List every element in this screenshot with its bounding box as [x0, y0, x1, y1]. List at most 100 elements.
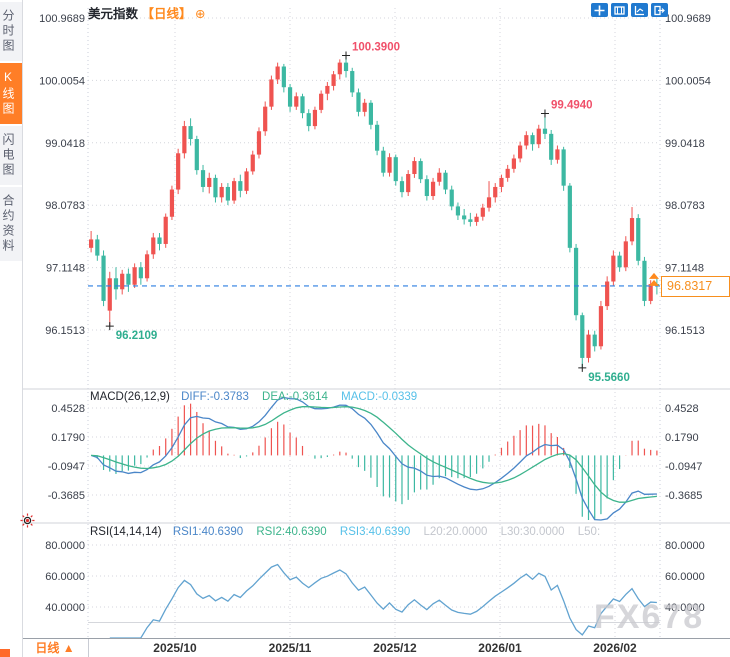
candle-body	[275, 66, 280, 80]
candle-body	[101, 255, 106, 301]
candle-body	[337, 62, 342, 75]
candle-body	[126, 273, 131, 285]
axis-label: 96.1513	[45, 325, 85, 337]
candle-body	[474, 216, 479, 222]
axis-label: 98.0783	[665, 200, 705, 212]
candle-body	[573, 247, 579, 316]
candle-body	[238, 181, 243, 191]
candle-body	[107, 278, 112, 311]
period-selector[interactable]: 日线 ▲	[22, 639, 89, 657]
candle-body	[381, 150, 386, 173]
candle-body	[443, 172, 448, 190]
candle-body	[263, 106, 268, 132]
candle-body	[592, 334, 597, 347]
candle-body	[194, 139, 199, 171]
candle-body	[511, 158, 516, 169]
axis-label: 98.0783	[45, 200, 85, 212]
axis-label: 0.1790	[51, 432, 85, 444]
candle-body	[306, 113, 311, 127]
x-axis-month-label: 2025/12	[373, 641, 417, 655]
candle-body	[294, 96, 299, 107]
trend-axis-icon[interactable]	[631, 3, 648, 17]
candle-body	[480, 207, 485, 217]
candle-body	[586, 334, 591, 358]
rsi-header: RSI(14,14,14) RSI1:40.6390 RSI2:40.6390 …	[90, 526, 600, 538]
last-price-box: 96.8317	[661, 276, 730, 297]
candle-body	[499, 177, 504, 187]
candle-body	[200, 170, 206, 187]
axis-label: 99.0418	[665, 138, 705, 150]
chart-title: 美元指数 【日线】 ⊕	[88, 3, 205, 22]
candle-body	[207, 177, 212, 187]
candle-body	[636, 218, 641, 261]
candle-body	[536, 128, 541, 145]
axis-label: 100.9689	[39, 13, 85, 25]
candle-body	[138, 267, 143, 279]
rsi2-value: RSI2:40.6390	[256, 526, 327, 538]
candle-body	[325, 85, 330, 94]
candle-body	[387, 157, 392, 173]
axis-label: 0.4528	[51, 403, 85, 415]
macd-dea-line	[91, 405, 657, 503]
extreme-cross-marker	[105, 322, 114, 331]
candle-body	[213, 177, 218, 198]
expand-icon[interactable]: ⊕	[195, 7, 206, 21]
sidebar-tab-3[interactable]: 合约资料	[0, 187, 22, 261]
candle-body	[350, 71, 355, 93]
sidebar-tab-2[interactable]: 闪电图	[0, 126, 22, 185]
axis-label: 96.1513	[665, 325, 705, 337]
sidebar-tab-0[interactable]: 分时图	[0, 2, 22, 61]
candle-body	[462, 215, 467, 220]
rsi-l50-value: L50:	[577, 526, 601, 538]
candle-body	[375, 124, 380, 151]
axis-label: 60.0000	[45, 571, 85, 583]
rsi1-value: RSI1:40.6390	[172, 526, 244, 538]
extreme-cross-marker	[540, 109, 549, 118]
candle-body	[244, 171, 249, 191]
candle-body	[505, 168, 510, 178]
candle-body	[312, 109, 318, 127]
extreme-price-label: 95.5660	[588, 372, 630, 384]
corner-accent	[0, 649, 10, 657]
extreme-cross-marker	[342, 51, 351, 60]
sidebar-tab-1[interactable]: K线图	[0, 63, 22, 124]
candle-body	[232, 181, 237, 201]
candle-body	[642, 260, 647, 301]
candle-body	[169, 189, 175, 217]
candle-body	[549, 133, 554, 160]
candle-body	[157, 237, 162, 244]
candle-body	[567, 185, 572, 248]
macd-name: MACD(26,12,9)	[90, 391, 170, 403]
axis-label: -0.0947	[48, 461, 85, 473]
candle-body	[437, 172, 442, 182]
candle-body	[561, 149, 566, 186]
indicator-settings-icon[interactable]	[20, 513, 35, 533]
x-axis-month-label: 2025/10	[153, 641, 197, 655]
axis-label: 40.0000	[665, 602, 705, 614]
candle-body	[530, 135, 535, 145]
candle-body	[331, 74, 336, 86]
x-axis-month-label: 2026/01	[478, 641, 522, 655]
macd-diff-value: DIFF:-0.3783	[181, 391, 249, 403]
axis-label: 100.9689	[665, 13, 711, 25]
candle-body	[356, 92, 361, 112]
pan-crosshair-icon[interactable]	[591, 3, 608, 17]
candle-body	[89, 239, 94, 248]
plot-area[interactable]	[88, 8, 660, 638]
candle-body	[287, 87, 293, 107]
candle-body	[518, 145, 523, 159]
candle-body	[424, 179, 429, 197]
candle-body	[132, 267, 137, 285]
exit-chart-icon[interactable]	[651, 3, 668, 17]
candle-body	[468, 219, 473, 222]
zoom-box-icon[interactable]	[611, 3, 628, 17]
candle-body	[256, 131, 262, 155]
rsi-name: RSI(14,14,14)	[90, 526, 162, 538]
candle-body	[598, 306, 604, 347]
candle-body	[219, 186, 224, 198]
candle-body	[486, 197, 492, 208]
candle-body	[182, 126, 187, 154]
axis-label: 0.1790	[665, 432, 699, 444]
candle-body	[281, 66, 286, 88]
axis-label: -0.0947	[665, 461, 702, 473]
